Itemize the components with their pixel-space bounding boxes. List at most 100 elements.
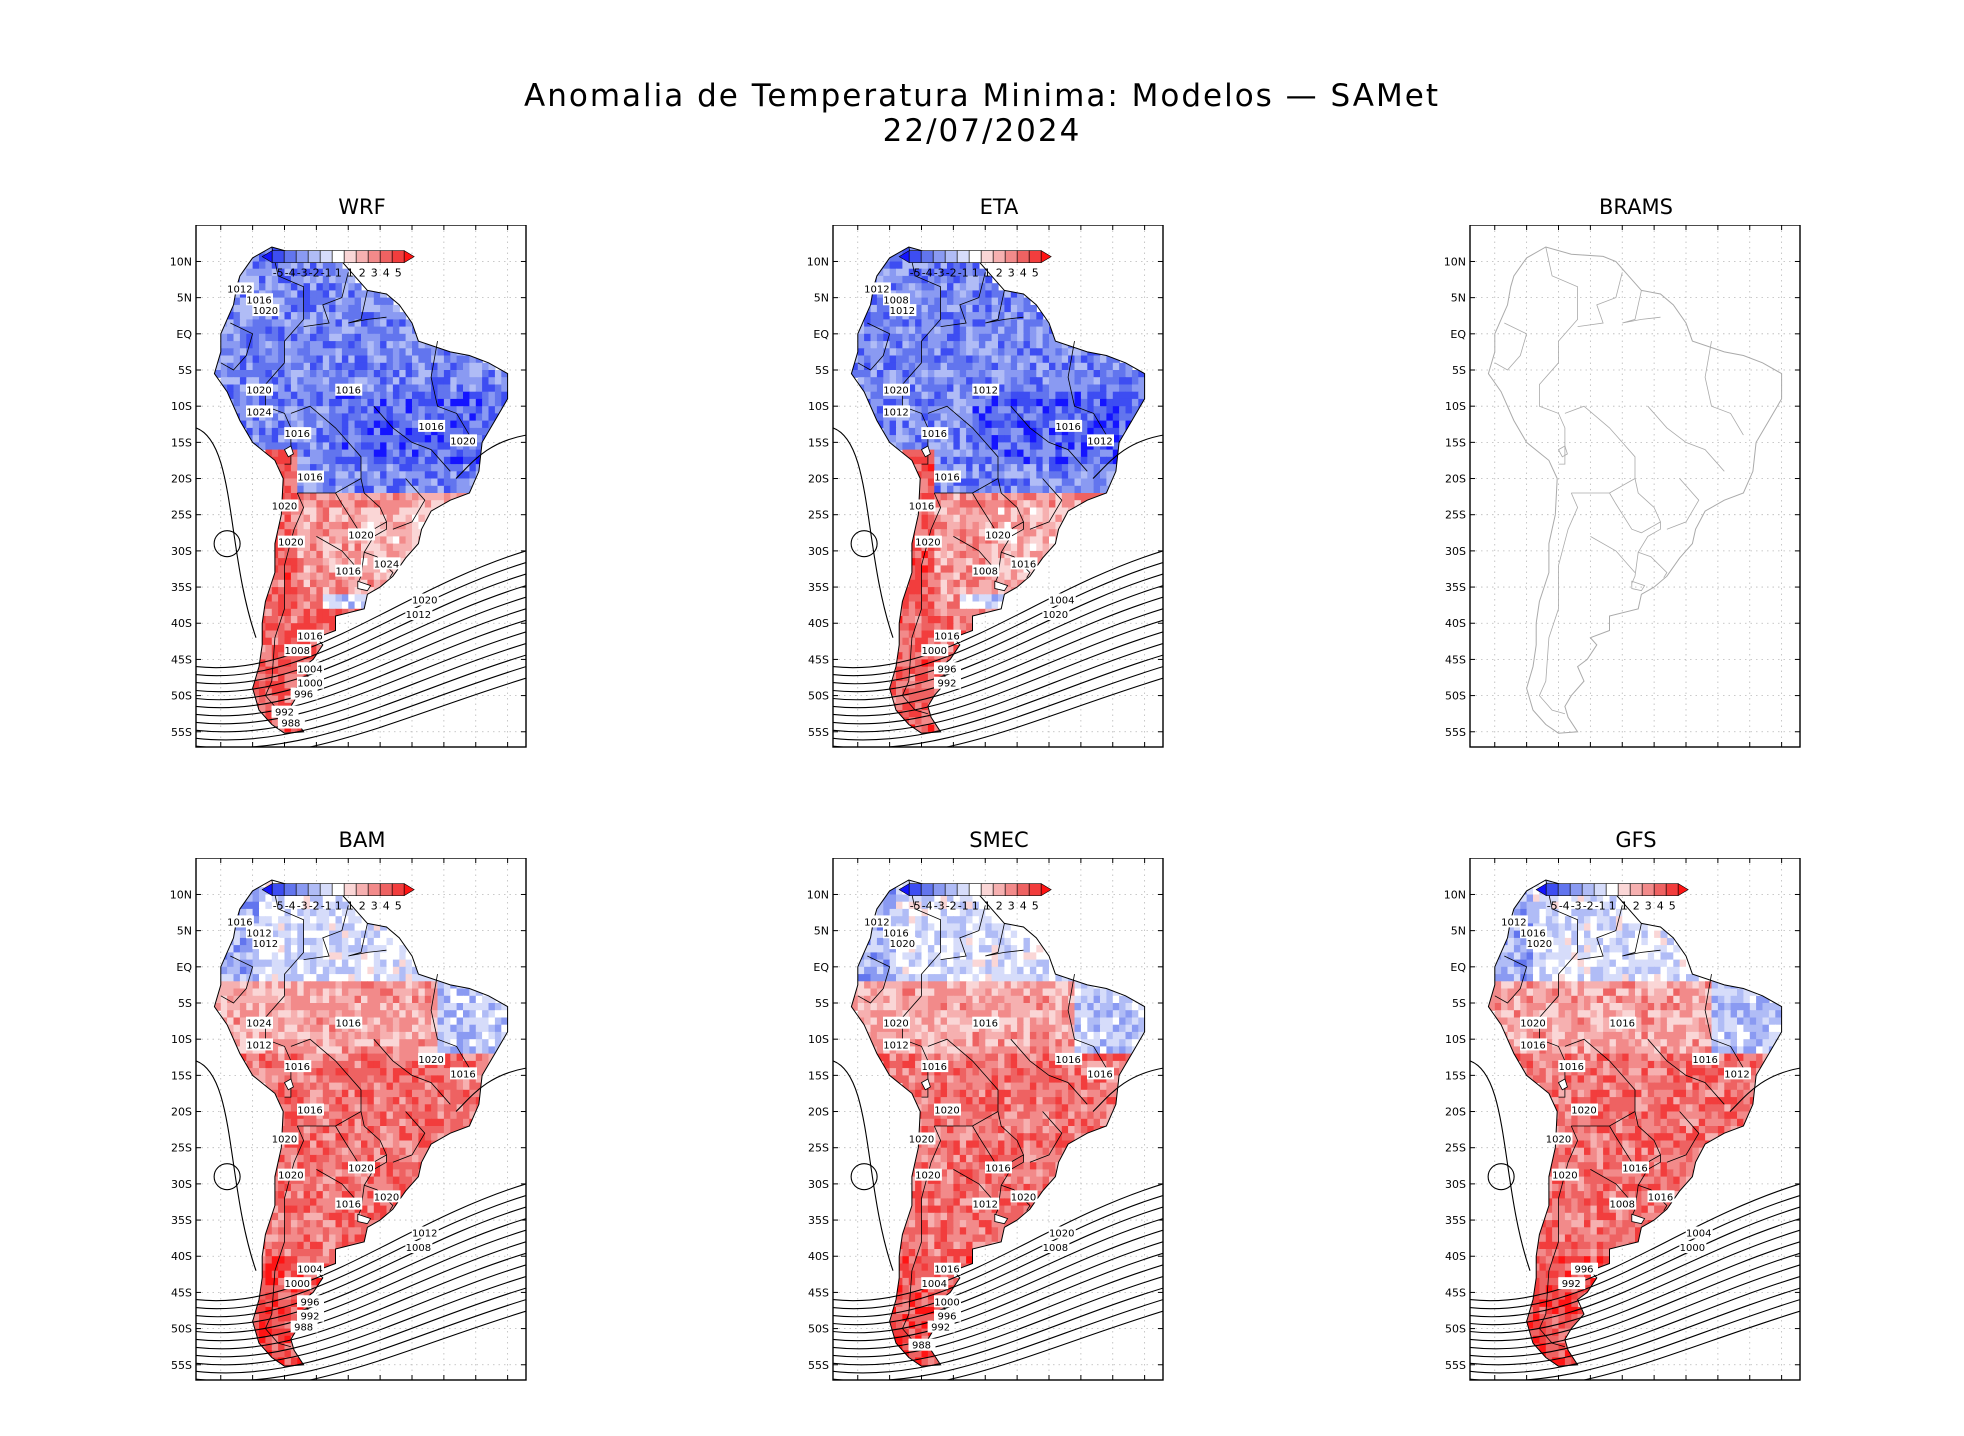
anomaly-cell bbox=[908, 688, 916, 697]
anomaly-cell bbox=[399, 1068, 407, 1076]
anomaly-cell bbox=[469, 420, 477, 429]
anomaly-cell bbox=[953, 442, 961, 451]
lat-label: 15S bbox=[808, 436, 829, 449]
anomaly-cell bbox=[947, 348, 954, 357]
anomaly-cell bbox=[1010, 355, 1018, 364]
anomaly-cell bbox=[991, 521, 999, 530]
anomaly-cell bbox=[1023, 507, 1031, 516]
anomaly-cell bbox=[501, 370, 508, 378]
anomaly-cell bbox=[978, 536, 986, 545]
isobar-line bbox=[833, 573, 1163, 685]
anomaly-cell bbox=[259, 420, 266, 429]
anomaly-cell bbox=[392, 485, 400, 494]
anomaly-cell bbox=[1131, 406, 1139, 414]
anomaly-cell bbox=[902, 268, 910, 277]
anomaly-cell bbox=[271, 981, 279, 990]
anomaly-cell bbox=[1017, 442, 1025, 451]
anomaly-cell bbox=[475, 449, 483, 458]
anomaly-cell bbox=[361, 981, 368, 990]
anomaly-cell bbox=[322, 1024, 330, 1033]
anomaly-cell bbox=[316, 326, 324, 335]
anomaly-cell bbox=[1029, 550, 1037, 559]
anomaly-cell bbox=[947, 290, 954, 299]
anomaly-cell bbox=[959, 333, 967, 342]
anomaly-cell bbox=[1068, 478, 1076, 487]
anomaly-cell bbox=[418, 377, 426, 385]
anomaly-cell bbox=[934, 268, 942, 277]
anomaly-cell bbox=[456, 1024, 464, 1033]
colorbar-cell bbox=[331, 250, 345, 263]
anomaly-cell bbox=[335, 1068, 343, 1076]
anomaly-cell bbox=[252, 681, 260, 689]
anomaly-cell bbox=[934, 420, 942, 429]
anomaly-cell bbox=[392, 995, 400, 1004]
anomaly-cell bbox=[1042, 384, 1050, 393]
anomaly-cell bbox=[252, 427, 260, 436]
anomaly-cell bbox=[278, 413, 286, 422]
anomaly-cell bbox=[953, 304, 961, 313]
anomaly-cell bbox=[271, 275, 279, 284]
anomaly-cell bbox=[959, 521, 967, 530]
anomaly-cell bbox=[361, 326, 368, 335]
anomaly-cell bbox=[972, 333, 980, 342]
anomaly-cell bbox=[290, 377, 298, 385]
anomaly-cell bbox=[921, 304, 929, 313]
anomaly-cell bbox=[940, 442, 948, 451]
anomaly-cell bbox=[1112, 384, 1120, 393]
anomaly-cell bbox=[1036, 500, 1044, 508]
anomaly-cell bbox=[1131, 398, 1139, 407]
anomaly-cell bbox=[361, 995, 368, 1004]
anomaly-cell bbox=[278, 261, 286, 270]
anomaly-cell bbox=[1010, 514, 1018, 523]
anomaly-cell bbox=[284, 304, 292, 313]
anomaly-cell bbox=[399, 959, 407, 968]
anomaly-cell bbox=[1087, 391, 1095, 400]
anomaly-cell bbox=[927, 406, 935, 414]
anomaly-cell bbox=[978, 326, 986, 335]
anomaly-cell bbox=[927, 594, 935, 603]
anomaly-cell bbox=[271, 974, 279, 982]
anomaly-cell bbox=[373, 981, 381, 990]
anomaly-cell bbox=[316, 594, 324, 603]
anomaly-cell bbox=[290, 916, 298, 924]
anomaly-cell bbox=[278, 449, 286, 458]
anomaly-cell bbox=[233, 952, 241, 961]
anomaly-cell bbox=[271, 377, 279, 385]
anomaly-cell bbox=[985, 406, 993, 414]
anomaly-cell bbox=[921, 485, 929, 494]
anomaly-cell bbox=[233, 355, 241, 364]
lon-label: 35W bbox=[1769, 753, 1794, 755]
anomaly-cell bbox=[303, 456, 311, 465]
anomaly-cell bbox=[361, 923, 368, 932]
anomaly-cell bbox=[405, 543, 413, 552]
anomaly-cell bbox=[233, 1003, 241, 1011]
anomaly-cell bbox=[265, 449, 273, 458]
anomaly-cell bbox=[1049, 536, 1056, 545]
anomaly-cell bbox=[870, 319, 878, 328]
anomaly-cell bbox=[322, 594, 330, 603]
anomaly-cell bbox=[392, 1118, 400, 1127]
anomaly-cell bbox=[367, 471, 375, 480]
anomaly-cell bbox=[870, 370, 878, 378]
anomaly-cell bbox=[246, 937, 254, 946]
anomaly-cell bbox=[341, 901, 349, 910]
anomaly-cell bbox=[373, 572, 381, 581]
anomaly-cell bbox=[322, 1068, 330, 1076]
lon-label: 50W bbox=[1037, 753, 1062, 755]
anomaly-cell bbox=[1023, 529, 1031, 537]
anomaly-cell bbox=[265, 616, 273, 624]
anomaly-cell bbox=[329, 283, 337, 291]
anomaly-cell bbox=[259, 427, 266, 436]
anomaly-cell bbox=[902, 398, 910, 407]
anomaly-cell bbox=[329, 536, 337, 545]
anomaly-cell bbox=[896, 326, 903, 335]
anomaly-cell bbox=[271, 952, 279, 961]
anomaly-cell bbox=[889, 370, 897, 378]
anomaly-cell bbox=[978, 500, 986, 508]
anomaly-cell bbox=[1119, 377, 1127, 385]
anomaly-cell bbox=[966, 478, 974, 487]
anomaly-cell bbox=[380, 500, 388, 508]
anomaly-cell bbox=[284, 493, 292, 501]
anomaly-cell bbox=[405, 485, 413, 494]
anomaly-cell bbox=[953, 283, 961, 291]
